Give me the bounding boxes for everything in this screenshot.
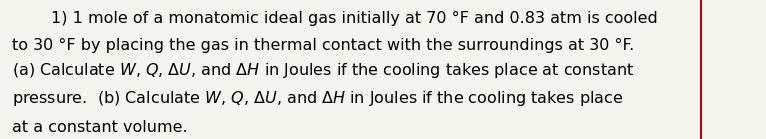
Text: at a constant volume.: at a constant volume. — [12, 120, 188, 135]
Text: to 30 °F by placing the gas in thermal contact with the surroundings at 30 °F.: to 30 °F by placing the gas in thermal c… — [12, 38, 634, 53]
Text: pressure.  (b) Calculate $W$, $Q$, $\Delta U$, and $\Delta H$ in Joules if the c: pressure. (b) Calculate $W$, $Q$, $\Delt… — [12, 89, 624, 108]
Text: 1) 1 mole of a monatomic ideal gas initially at 70 °F and 0.83 atm is cooled: 1) 1 mole of a monatomic ideal gas initi… — [51, 11, 658, 26]
Text: (a) Calculate $W$, $Q$, $\Delta U$, and $\Delta H$ in Joules if the cooling take: (a) Calculate $W$, $Q$, $\Delta U$, and … — [12, 61, 634, 80]
